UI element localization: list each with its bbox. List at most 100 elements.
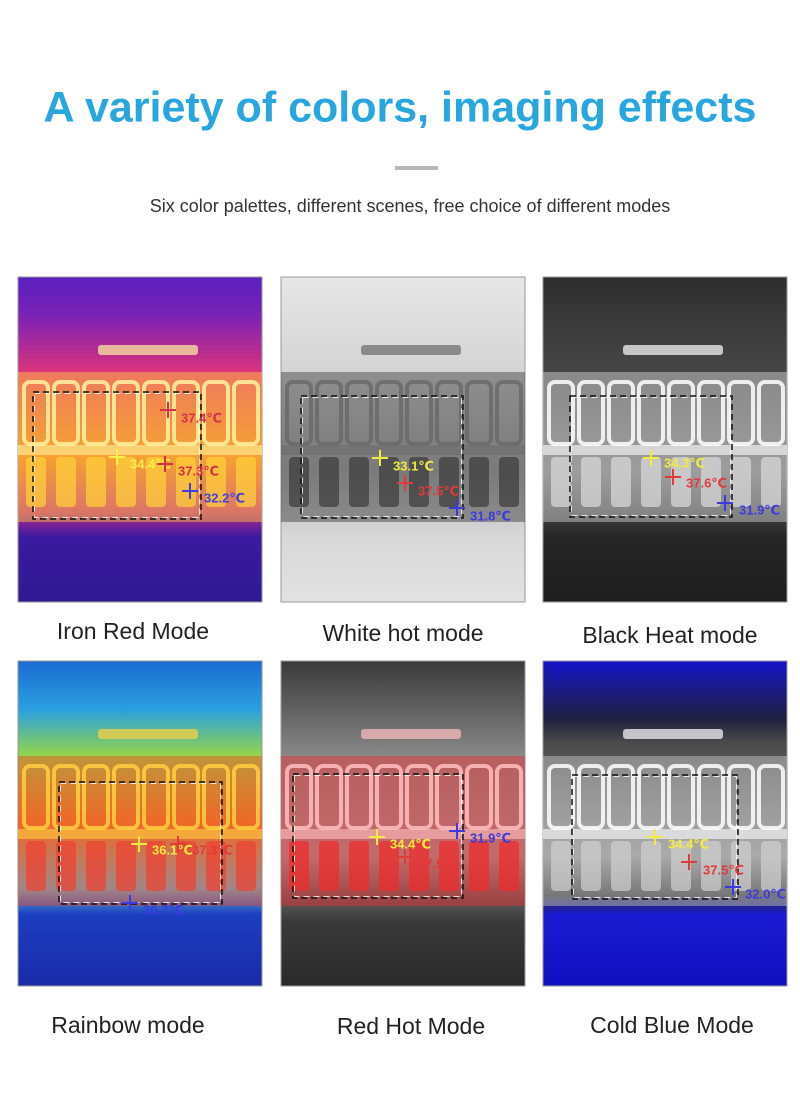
crosshair — [647, 829, 663, 845]
breaker — [112, 764, 140, 830]
breaker-lower — [409, 457, 429, 507]
device-rail — [623, 345, 723, 355]
breaker — [375, 380, 403, 446]
temperature-reading: 37.4℃ — [181, 410, 222, 425]
device-strip — [543, 445, 787, 455]
thermal-panel: 33.1℃ 37.5℃ 31.8℃ — [280, 276, 526, 603]
breaker — [697, 380, 725, 446]
breaker-lower — [116, 457, 136, 507]
breaker-lower — [611, 457, 631, 507]
breaker-lower — [56, 457, 76, 507]
device-rail — [361, 345, 461, 355]
breaker — [315, 380, 343, 446]
breaker — [22, 380, 50, 446]
device-rail — [98, 345, 198, 355]
breaker-lower — [499, 841, 519, 891]
device-strip — [281, 445, 525, 455]
temperature-reading: 31.9℃ — [739, 502, 780, 517]
breaker-lower — [581, 841, 601, 891]
breaker — [697, 764, 725, 830]
divider — [395, 166, 438, 170]
panel-label: Black Heat mode — [582, 622, 757, 648]
crosshair — [449, 823, 465, 839]
temperature-reading: 34.4℃ — [668, 836, 709, 851]
breaker — [375, 764, 403, 830]
temperature-reading: 34.4℃ — [130, 456, 171, 471]
crosshair — [681, 854, 697, 870]
breaker — [495, 380, 523, 446]
crosshair — [182, 483, 198, 499]
breaker — [607, 380, 635, 446]
thermal-panel: 34.4℃ 37.5℃32.0℃ — [542, 660, 788, 987]
breaker — [82, 380, 110, 446]
breaker-lower — [349, 457, 369, 507]
thermal-background — [542, 660, 788, 987]
breaker-lower — [319, 841, 339, 891]
thermal-background — [542, 276, 788, 603]
breaker-lower — [289, 457, 309, 507]
panel-label: Cold Blue Mode — [590, 1012, 754, 1038]
breaker-lower — [761, 841, 781, 891]
thermal-background — [280, 660, 526, 987]
thermal-background — [17, 276, 263, 603]
breaker-lower — [671, 841, 691, 891]
breaker-lower — [116, 841, 136, 891]
breaker-lower — [289, 841, 309, 891]
measure-box — [58, 781, 223, 905]
panel-label: Iron Red Mode — [57, 618, 209, 644]
crosshair — [725, 879, 741, 895]
breaker-lower — [469, 457, 489, 507]
breaker — [465, 380, 493, 446]
measure-box — [292, 773, 464, 899]
crosshair — [369, 829, 385, 845]
breaker — [727, 764, 755, 830]
breaker — [547, 380, 575, 446]
breaker-lower — [349, 841, 369, 891]
breaker — [315, 764, 343, 830]
breaker-lower — [86, 457, 106, 507]
temperature-reading: 33.1℃ — [393, 458, 434, 473]
breaker — [285, 380, 313, 446]
measure-box — [569, 395, 733, 518]
breaker-lower — [379, 841, 399, 891]
subtitle: Six color palettes, different scenes, fr… — [150, 196, 671, 216]
breaker-lower — [641, 457, 661, 507]
device-strip — [543, 829, 787, 839]
device-rail — [623, 729, 723, 739]
panel-label: Rainbow mode — [51, 1012, 204, 1038]
thermal-panel: 36.1℃37.3℃ 30.7℃ — [17, 660, 263, 987]
crosshair — [170, 836, 186, 852]
breaker — [345, 764, 373, 830]
crosshair — [131, 836, 147, 852]
breaker-lower — [701, 457, 721, 507]
breaker — [577, 764, 605, 830]
breaker — [172, 380, 200, 446]
breaker-lower — [701, 841, 721, 891]
breaker-lower — [236, 841, 256, 891]
breaker-lower — [146, 457, 166, 507]
breaker — [405, 380, 433, 446]
temperature-reading: 34.3℃ — [664, 455, 705, 470]
measure-box — [571, 774, 739, 900]
breaker-lower — [176, 841, 196, 891]
panels: 37.4℃ 34.4℃ 37.3℃ 32.2℃ Iron Red Mode 33.1℃ 37… — [17, 276, 788, 1039]
breaker — [22, 764, 50, 830]
breaker-lower — [551, 457, 571, 507]
breaker — [202, 380, 230, 446]
device-strip — [18, 445, 262, 455]
breaker — [495, 764, 523, 830]
crosshair — [397, 475, 413, 491]
breaker — [577, 380, 605, 446]
breaker-lower — [379, 457, 399, 507]
measure-box-inner — [60, 783, 221, 903]
crosshair — [449, 500, 465, 516]
breaker — [757, 764, 785, 830]
temperature-reading: 37.5℃ — [418, 483, 459, 498]
temperature-reading: 36.1℃ — [152, 842, 193, 857]
breaker — [727, 380, 755, 446]
device-strip — [18, 829, 262, 839]
breaker — [465, 764, 493, 830]
temperature-reading: 31.8℃ — [470, 508, 511, 523]
breaker — [232, 380, 260, 446]
